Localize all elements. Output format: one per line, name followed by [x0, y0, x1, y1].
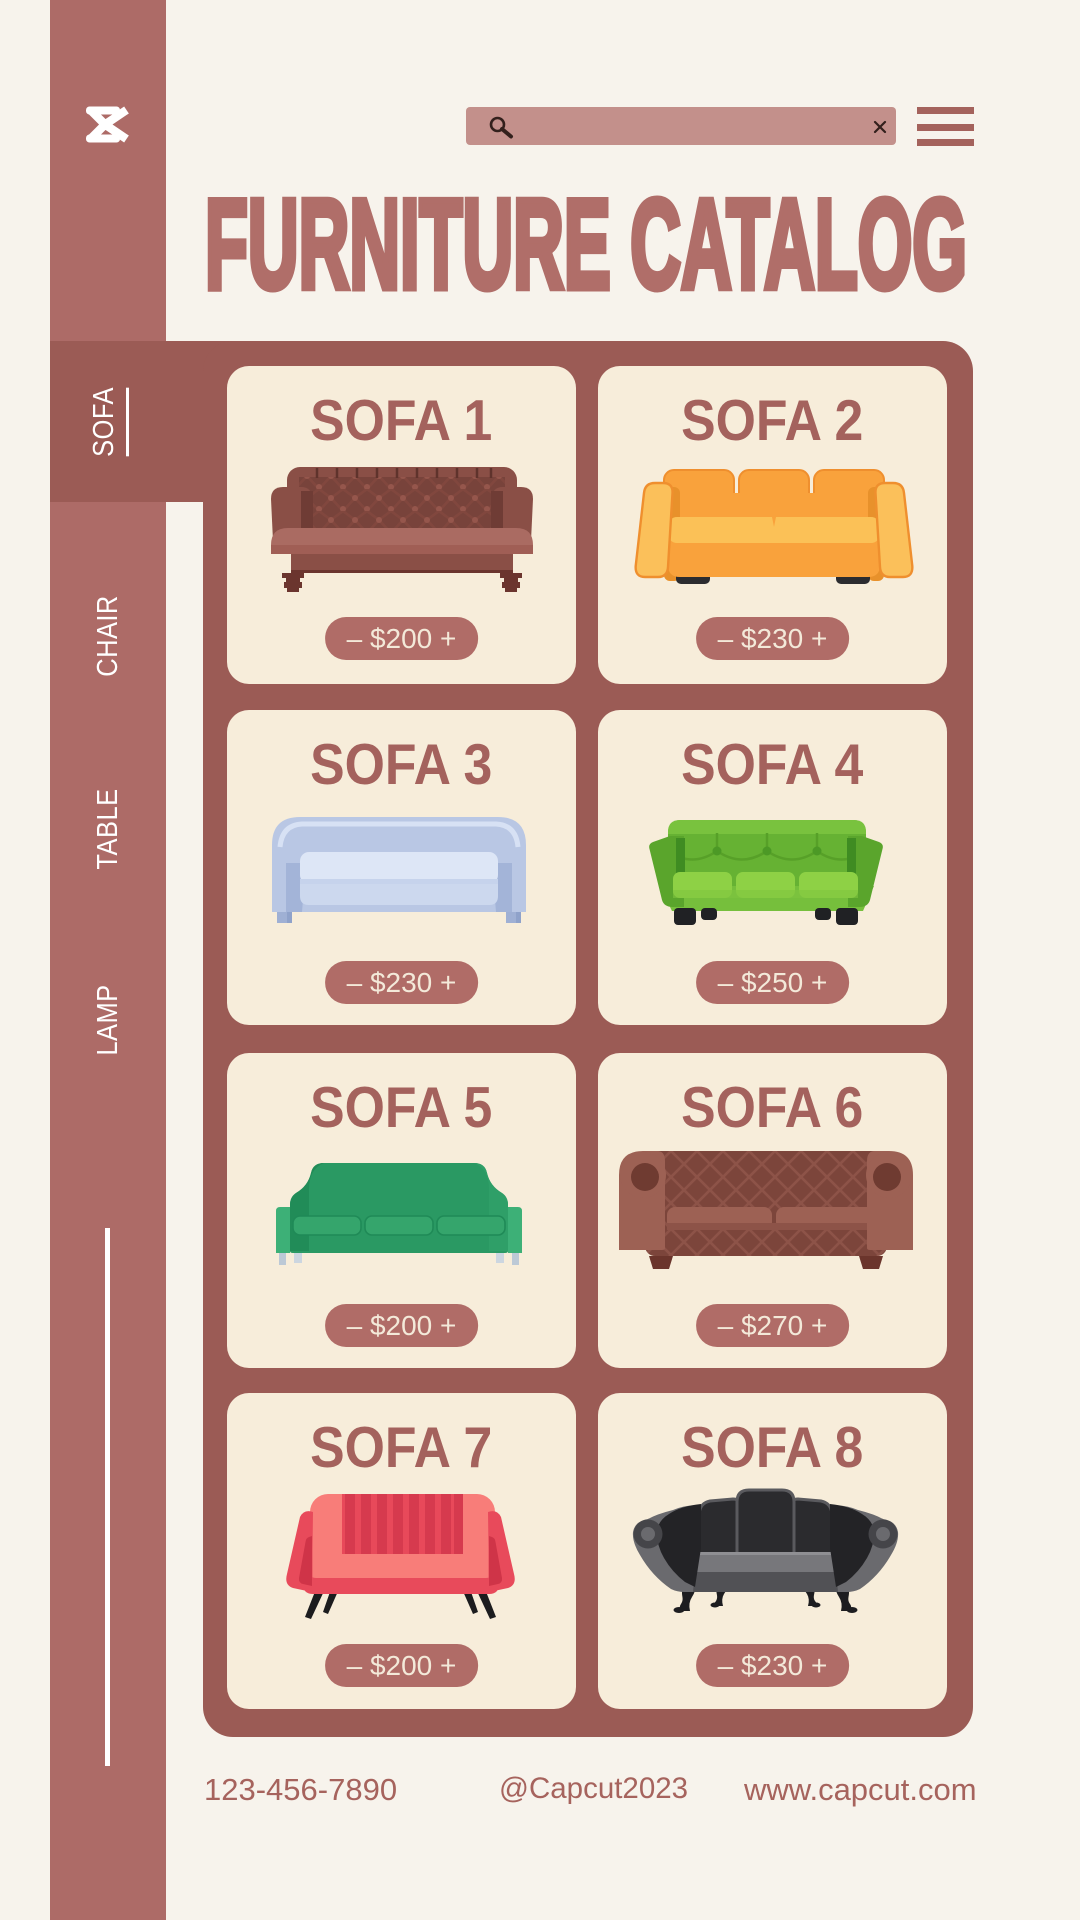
svg-text:FURNITURE CATALOG: FURNITURE CATALOG — [205, 177, 967, 307]
